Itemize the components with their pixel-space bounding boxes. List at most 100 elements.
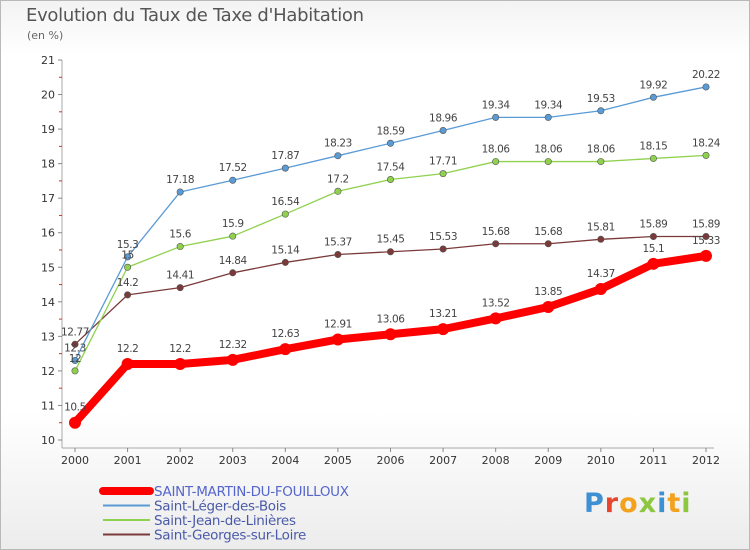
data-label: 18.59 [376, 125, 404, 137]
series-point [229, 176, 237, 184]
logo-letter: x [638, 488, 658, 519]
x-tick-label: 2009 [534, 454, 562, 467]
data-label: 15.1 [643, 243, 665, 255]
data-label: 15.53 [429, 231, 457, 243]
series-point [124, 253, 132, 261]
series-point [386, 248, 394, 256]
data-label: 19.34 [534, 99, 563, 111]
series-point [437, 323, 450, 336]
y-tick-label: 16 [41, 227, 55, 240]
series-point [492, 113, 500, 121]
data-label: 17.54 [376, 162, 405, 174]
data-label: 18.96 [429, 112, 458, 124]
data-label: 18.15 [639, 140, 667, 152]
series-3 [71, 233, 710, 348]
x-tick-label: 2004 [271, 454, 299, 467]
y-tick-label: 13 [41, 330, 55, 343]
data-label: 20.22 [692, 69, 720, 81]
logo-letter: i [681, 488, 692, 519]
data-label: 15.68 [534, 226, 562, 238]
series-point [597, 158, 605, 166]
data-label: 12.2 [117, 343, 139, 355]
series-point [124, 291, 132, 299]
data-label: 12 [69, 353, 82, 365]
series-point [334, 250, 342, 258]
data-label: 12.2 [169, 343, 191, 355]
series-1 [71, 83, 710, 365]
x-tick-label: 2003 [219, 454, 247, 467]
series-point [176, 188, 184, 196]
data-label: 12.3 [64, 343, 86, 355]
series-point [124, 263, 132, 271]
logo-letter: t [667, 488, 682, 519]
legend-label: SAINT-MARTIN-DU-FOUILLOUX [154, 484, 349, 500]
series-point [649, 93, 657, 101]
x-tick-label: 2001 [114, 454, 142, 467]
data-label: 15.45 [376, 234, 404, 246]
data-label: 13.21 [429, 308, 457, 320]
legend-label: Saint-Georges-sur-Loire [154, 528, 306, 544]
x-tick-label: 2011 [639, 454, 667, 467]
x-tick-label: 2008 [482, 454, 510, 467]
series-point [386, 176, 394, 184]
data-label: 17.87 [271, 150, 299, 162]
series-point [702, 83, 710, 91]
logo-letter: r [604, 488, 620, 519]
data-label: 15.37 [324, 236, 352, 248]
data-label: 14.2 [117, 277, 139, 289]
series-point [281, 210, 289, 218]
series-point [71, 357, 79, 365]
series-point [597, 235, 605, 243]
data-label: 18.06 [482, 144, 511, 156]
y-tick-label: 20 [41, 89, 55, 102]
data-label: 12.77 [61, 326, 89, 338]
data-label: 17.2 [327, 173, 349, 185]
y-tick-label: 21 [41, 54, 55, 67]
series-point [331, 333, 344, 346]
y-tick-label: 17 [41, 192, 55, 205]
series-point [174, 358, 187, 370]
legend-label: Saint-Léger-des-Bois [154, 499, 286, 515]
data-label: 17.18 [166, 174, 194, 186]
logo-letter: o [619, 488, 639, 519]
series-0 [69, 249, 712, 429]
y-tick-label: 14 [41, 296, 55, 309]
series-point [439, 245, 447, 253]
series-point [544, 113, 552, 121]
series-point [492, 240, 500, 248]
data-label: 18.06 [587, 144, 616, 156]
series-point [281, 164, 289, 172]
y-tick-label: 19 [41, 123, 55, 136]
legend-label: Saint-Jean-de-Linières [154, 513, 296, 529]
data-label: 13.85 [534, 286, 562, 298]
series-point [544, 240, 552, 248]
series-point [647, 257, 660, 270]
series-point [700, 249, 712, 262]
series-point [439, 126, 447, 134]
data-label: 10.5 [64, 402, 86, 414]
series-point [594, 283, 607, 296]
data-label: 15.89 [639, 219, 667, 231]
series-point [544, 158, 552, 166]
x-tick-label: 2010 [587, 454, 615, 467]
series-point [702, 233, 710, 241]
series-point [121, 358, 134, 370]
chart-subtitle: (en %) [27, 29, 64, 42]
data-label: 17.71 [429, 156, 457, 168]
series-point [71, 340, 79, 348]
data-label: 14.84 [219, 255, 248, 267]
data-label: 15.81 [587, 221, 615, 233]
data-label: 15.14 [271, 244, 300, 256]
series-point [439, 170, 447, 178]
series-point [492, 158, 500, 166]
series-point [279, 343, 292, 356]
data-label: 15.9 [222, 218, 244, 230]
data-label: 14.41 [166, 270, 194, 282]
y-tick-label: 11 [41, 399, 55, 412]
series-point [649, 233, 657, 241]
series-point [542, 301, 555, 313]
data-label: 19.53 [587, 93, 615, 105]
chart-title: Evolution du Taux de Taxe d'Habitation [26, 5, 364, 26]
series-point [649, 154, 657, 162]
